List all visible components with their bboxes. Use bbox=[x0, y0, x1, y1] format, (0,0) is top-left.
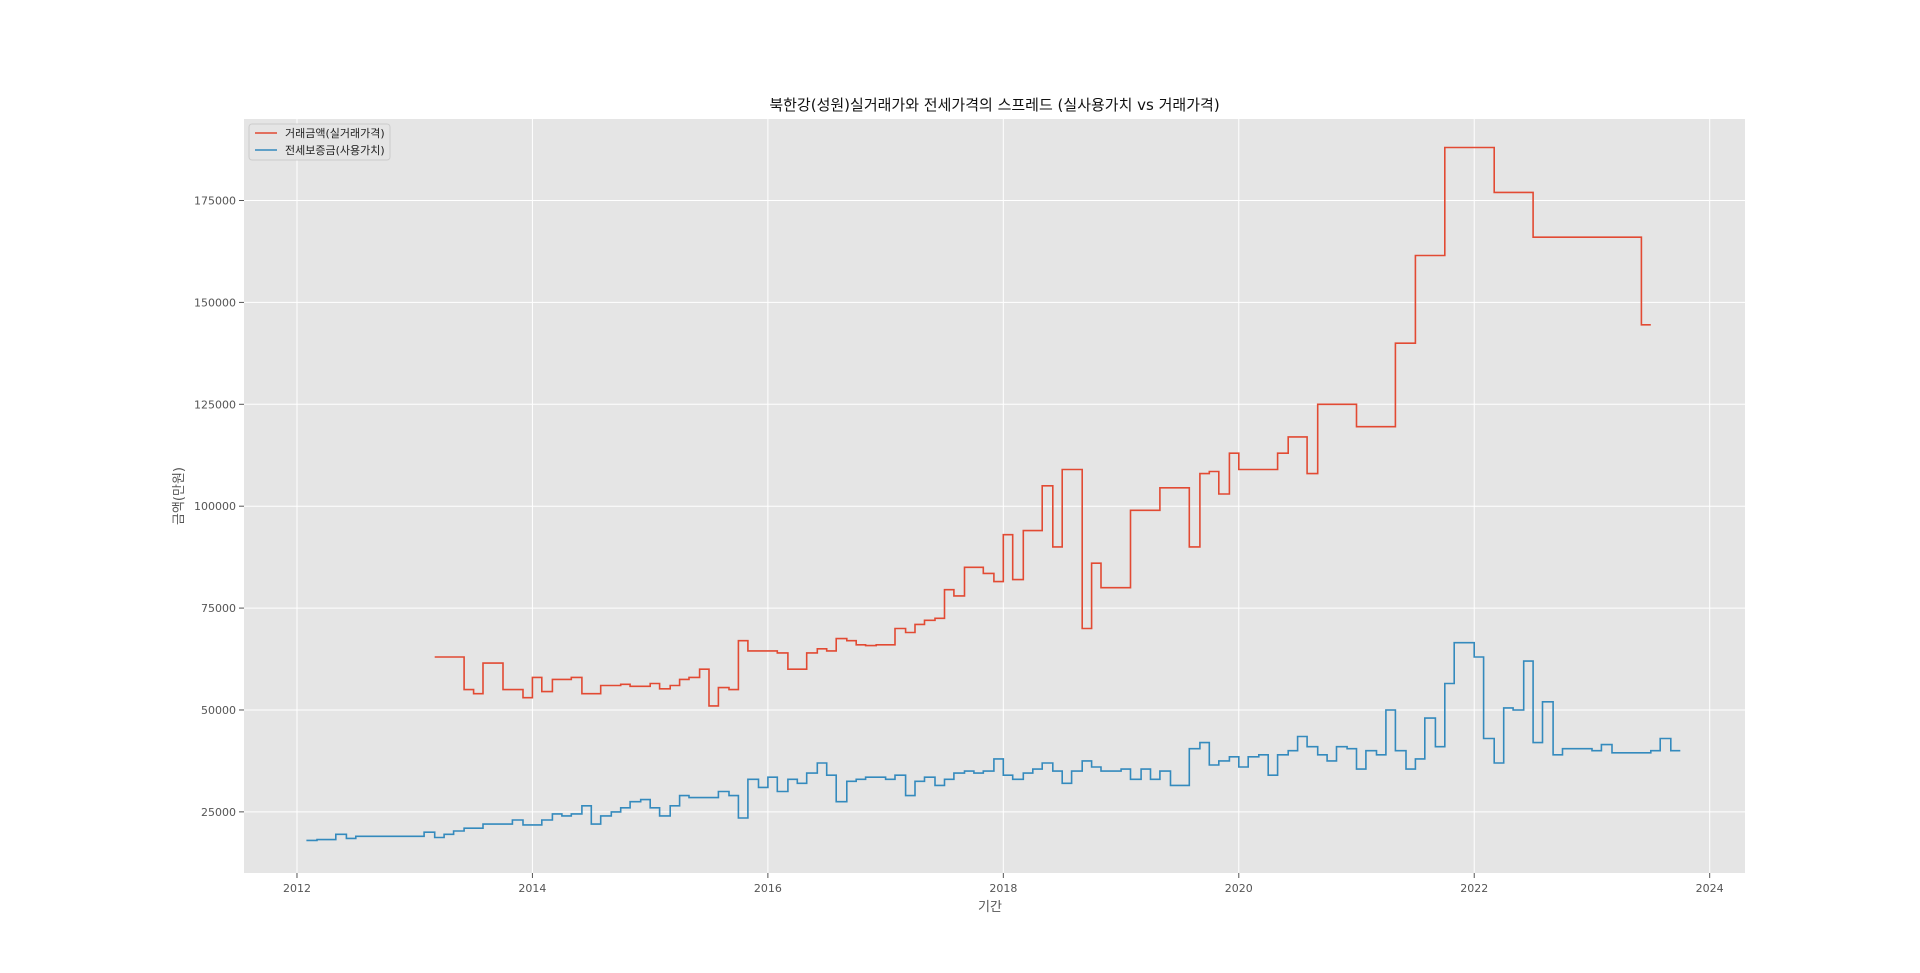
series-trade-price-line bbox=[434, 146, 1651, 707]
series-layer bbox=[306, 146, 1681, 842]
chart-title: 북한강(성원)실거래가와 전세가격의 스프레드 (실사용가치 vs 거래가격) bbox=[769, 96, 1219, 114]
series-jeonse-deposit-line bbox=[306, 641, 1681, 842]
y-tick-label: 150000 bbox=[194, 296, 236, 309]
y-axis-label: 금액(만원) bbox=[172, 467, 187, 525]
legend-label-jeonse-deposit: 전세보증금(사용가치) bbox=[285, 144, 385, 157]
legend-label-trade-price: 거래금액(실거래가격) bbox=[285, 127, 385, 140]
y-tick-label: 50000 bbox=[201, 704, 236, 717]
y-tick-label: 175000 bbox=[194, 195, 236, 208]
grid-lines bbox=[244, 119, 1745, 873]
x-tick-label: 2012 bbox=[283, 882, 311, 895]
x-tick-label: 2018 bbox=[989, 882, 1017, 895]
legend: 거래금액(실거래가격) 전세보증금(사용가치) bbox=[248, 123, 391, 161]
y-tick-label: 25000 bbox=[201, 806, 236, 819]
x-axis-label: 기간 bbox=[978, 900, 1002, 915]
x-tick-label: 2024 bbox=[1696, 882, 1724, 895]
x-tick-label: 2016 bbox=[754, 882, 782, 895]
x-tick-label: 2022 bbox=[1460, 882, 1488, 895]
y-tick-label: 75000 bbox=[201, 602, 236, 615]
y-tick-label: 125000 bbox=[194, 398, 236, 411]
x-tick-label: 2020 bbox=[1225, 882, 1253, 895]
y-axis-ticks: 25000 50000 75000 100000 125000 150000 175000 bbox=[194, 195, 244, 819]
legend-box bbox=[248, 123, 391, 161]
x-tick-label: 2014 bbox=[518, 882, 546, 895]
x-axis-ticks: 2012 2014 2016 2018 2020 2022 2024 bbox=[283, 873, 1724, 895]
y-tick-label: 100000 bbox=[194, 500, 236, 513]
